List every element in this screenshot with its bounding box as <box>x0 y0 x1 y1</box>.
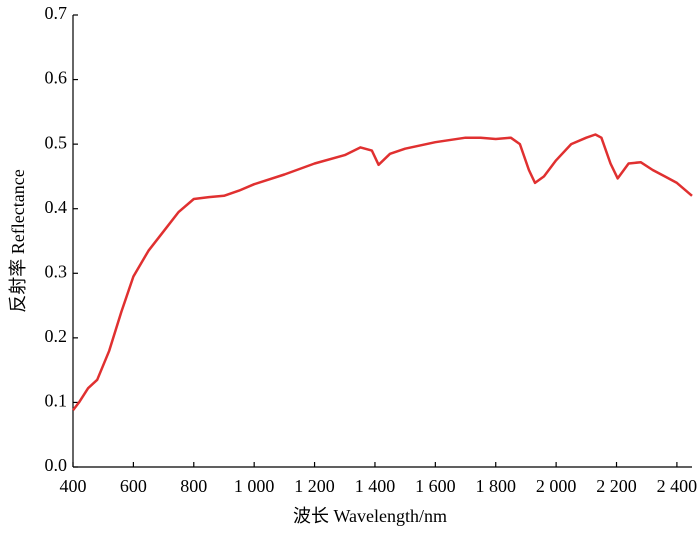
y-tick-label: 0.6 <box>45 68 68 88</box>
x-tick-label: 2 200 <box>596 476 637 496</box>
data-line <box>72 133 693 411</box>
x-axis-label: 波长 Wavelength/nm <box>293 506 447 526</box>
x-tick-label: 800 <box>180 476 207 496</box>
y-tick-label: 0.4 <box>45 197 68 217</box>
x-tick-label: 1 400 <box>355 476 396 496</box>
y-tick-label: 0.7 <box>45 3 68 23</box>
x-tick-label: 2 000 <box>536 476 577 496</box>
y-tick-label: 0.1 <box>45 391 68 411</box>
y-tick-label: 0.5 <box>45 132 68 152</box>
x-tick-label: 1 800 <box>475 476 516 496</box>
y-tick-label: 0.0 <box>45 455 68 475</box>
x-tick-label: 400 <box>60 476 87 496</box>
x-tick-label: 1 600 <box>415 476 456 496</box>
x-tick-label: 1 200 <box>294 476 335 496</box>
x-tick-label: 600 <box>120 476 147 496</box>
x-tick-label: 1 000 <box>234 476 275 496</box>
y-axis-label: 反射率 Reflectance <box>8 169 28 312</box>
y-tick-label: 0.3 <box>45 261 68 281</box>
x-tick-label: 2 400 <box>657 476 698 496</box>
y-tick-label: 0.2 <box>45 326 68 346</box>
